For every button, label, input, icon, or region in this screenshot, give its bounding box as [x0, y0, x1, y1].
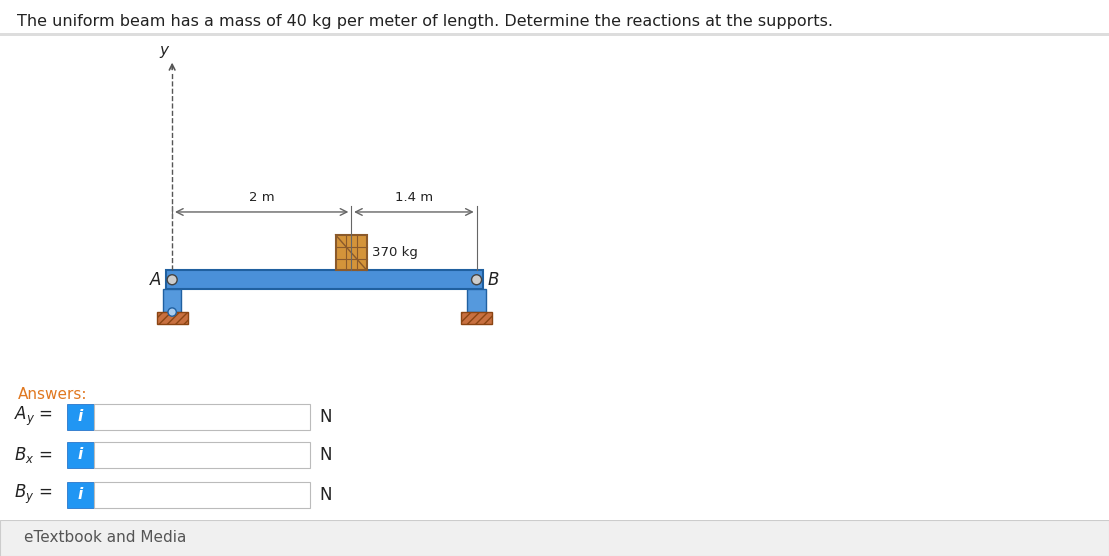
Bar — [67, 404, 94, 430]
Text: i: i — [78, 487, 83, 502]
Text: $\mathit{B}_{y}$ =: $\mathit{B}_{y}$ = — [13, 483, 52, 507]
Text: The uniform beam has a mass of 40 kg per meter of length. Determine the reaction: The uniform beam has a mass of 40 kg per… — [17, 14, 833, 29]
Text: i: i — [78, 409, 83, 424]
Bar — [94, 404, 309, 430]
Bar — [166, 270, 482, 289]
Bar — [467, 289, 486, 312]
Text: i: i — [78, 447, 83, 462]
Text: A: A — [150, 271, 161, 289]
Text: y: y — [160, 43, 169, 58]
Text: N: N — [319, 446, 332, 464]
Text: Answers:: Answers: — [18, 386, 88, 401]
Text: N: N — [319, 486, 332, 504]
Text: 1.4 m: 1.4 m — [395, 191, 433, 205]
Text: eTextbook and Media: eTextbook and Media — [24, 530, 186, 545]
Bar — [336, 235, 367, 270]
Bar — [461, 312, 492, 324]
Bar — [94, 481, 309, 508]
Bar — [94, 441, 309, 468]
Circle shape — [471, 275, 481, 285]
Text: 370 kg: 370 kg — [372, 246, 418, 259]
Text: $\mathit{B}_{x}$ =: $\mathit{B}_{x}$ = — [13, 445, 52, 465]
Bar — [67, 481, 94, 508]
Circle shape — [167, 308, 176, 316]
Text: $\mathit{A}_{y}$ =: $\mathit{A}_{y}$ = — [13, 405, 53, 428]
Bar — [156, 312, 187, 324]
Text: 2 m: 2 m — [248, 191, 275, 205]
Circle shape — [167, 275, 177, 285]
Bar — [163, 289, 182, 312]
Text: B: B — [488, 271, 499, 289]
Bar — [67, 441, 94, 468]
Text: N: N — [319, 408, 332, 425]
